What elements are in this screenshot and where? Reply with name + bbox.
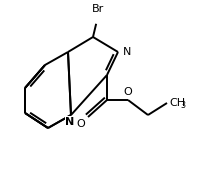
Text: N: N [65, 117, 74, 127]
Text: O: O [123, 87, 132, 97]
Text: N: N [122, 47, 131, 57]
Text: CH: CH [168, 98, 184, 108]
Text: 3: 3 [179, 100, 184, 109]
Text: O: O [76, 119, 85, 129]
Text: Br: Br [91, 4, 104, 14]
